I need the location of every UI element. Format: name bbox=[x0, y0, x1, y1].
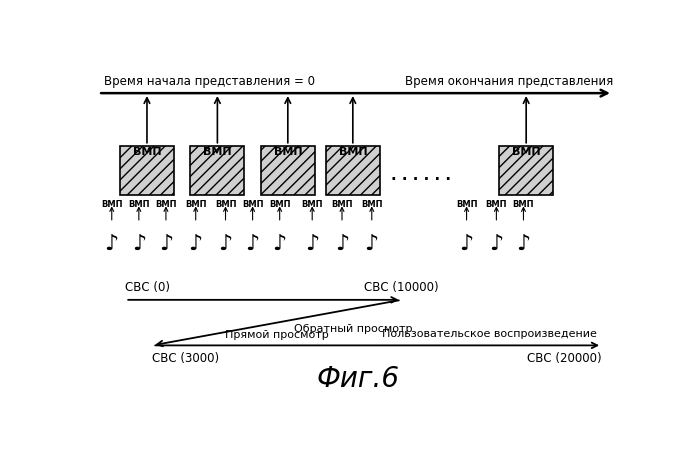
Text: ♪: ♪ bbox=[489, 234, 503, 254]
Text: ВМП: ВМП bbox=[101, 200, 122, 209]
Text: ВМП: ВМП bbox=[301, 200, 323, 209]
Text: ♪: ♪ bbox=[517, 234, 531, 254]
Text: СВС (20000): СВС (20000) bbox=[527, 352, 602, 365]
Text: Прямой просмотр: Прямой просмотр bbox=[225, 329, 329, 339]
Text: ♪: ♪ bbox=[159, 234, 173, 254]
Text: ВМП: ВМП bbox=[203, 147, 231, 157]
Text: ВМП: ВМП bbox=[269, 200, 291, 209]
Text: ВМП: ВМП bbox=[331, 200, 353, 209]
Text: ♪: ♪ bbox=[365, 234, 379, 254]
Text: ВМП: ВМП bbox=[338, 147, 367, 157]
Text: Фиг.6: Фиг.6 bbox=[317, 365, 400, 393]
Text: ВМП: ВМП bbox=[273, 147, 302, 157]
Text: ВМП: ВМП bbox=[512, 147, 540, 157]
Text: ВМП: ВМП bbox=[242, 200, 264, 209]
Text: ВМП: ВМП bbox=[155, 200, 177, 209]
Text: ♪: ♪ bbox=[335, 234, 349, 254]
Text: . . . . . .: . . . . . . bbox=[391, 168, 451, 183]
Text: ♪: ♪ bbox=[105, 234, 119, 254]
Bar bbox=[499, 146, 554, 195]
Text: ♪: ♪ bbox=[305, 234, 319, 254]
Text: Время окончания представления: Время окончания представления bbox=[405, 75, 613, 88]
Text: ВМП: ВМП bbox=[185, 200, 206, 209]
Text: ♪: ♪ bbox=[218, 234, 233, 254]
Text: Пользовательское воспроизведение: Пользовательское воспроизведение bbox=[382, 329, 597, 339]
Text: ВМП: ВМП bbox=[512, 200, 534, 209]
Text: ♪: ♪ bbox=[273, 234, 287, 254]
Text: СВС (3000): СВС (3000) bbox=[152, 352, 219, 365]
Bar bbox=[120, 146, 174, 195]
Text: ♪: ♪ bbox=[459, 234, 474, 254]
Text: ВМП: ВМП bbox=[456, 200, 477, 209]
Text: СВС (10000): СВС (10000) bbox=[364, 281, 439, 293]
Text: ♪: ♪ bbox=[245, 234, 260, 254]
Bar bbox=[261, 146, 315, 195]
Text: СВС (0): СВС (0) bbox=[125, 281, 171, 293]
Text: ВМП: ВМП bbox=[133, 147, 161, 157]
Text: Время начала представления = 0: Время начала представления = 0 bbox=[103, 75, 315, 88]
Bar bbox=[190, 146, 245, 195]
Text: ВМП: ВМП bbox=[215, 200, 236, 209]
Text: ВМП: ВМП bbox=[128, 200, 150, 209]
Text: ВМП: ВМП bbox=[361, 200, 382, 209]
Text: ♪: ♪ bbox=[131, 234, 146, 254]
Text: ВМП: ВМП bbox=[486, 200, 507, 209]
Bar bbox=[326, 146, 380, 195]
Text: Обратный просмотр: Обратный просмотр bbox=[294, 324, 412, 334]
Text: ♪: ♪ bbox=[189, 234, 203, 254]
